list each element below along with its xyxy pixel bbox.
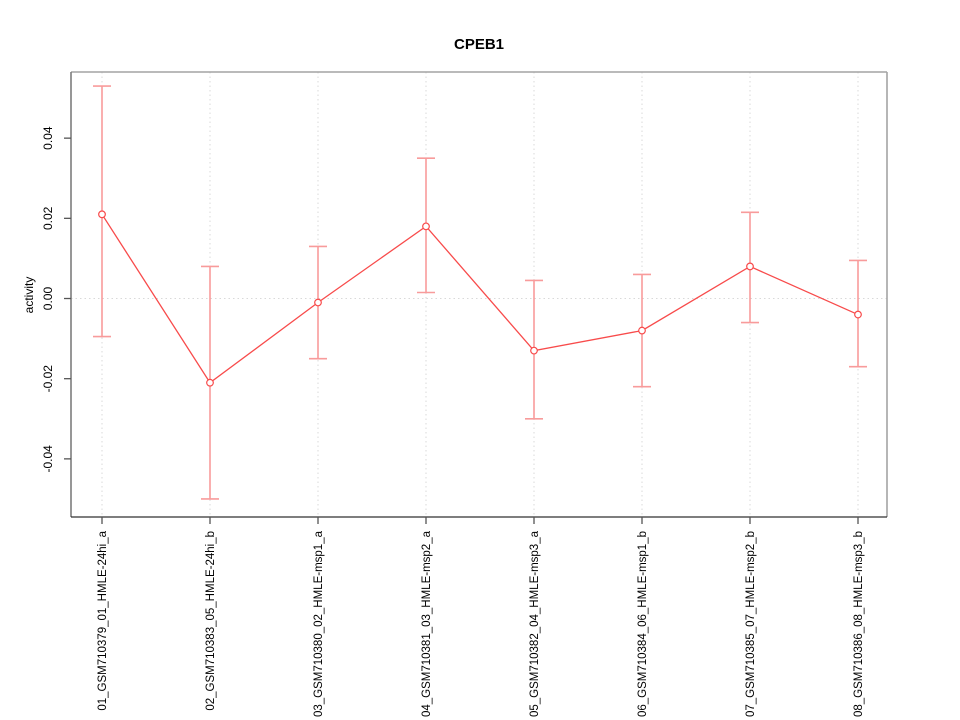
data-point-marker bbox=[638, 326, 646, 335]
y-axis-label: activity bbox=[22, 276, 36, 314]
x-category-label: 03_GSM710380_02_HMLE-msp1_a bbox=[313, 530, 325, 717]
x-category-label: 02_GSM710383_05_HMLE-24hi_b bbox=[205, 531, 217, 711]
y-tick-label: -0.02 bbox=[41, 365, 55, 393]
data-point-marker bbox=[422, 222, 430, 231]
data-point-marker bbox=[746, 262, 754, 271]
data-point-marker bbox=[854, 310, 862, 319]
data-point-marker bbox=[206, 378, 214, 387]
y-tick-label: 0.00 bbox=[41, 287, 55, 311]
y-tick-label: 0.02 bbox=[41, 206, 55, 230]
x-category-label: 05_GSM710382_04_HMLE-msp3_a bbox=[529, 530, 541, 717]
y-tick-label: 0.04 bbox=[41, 126, 55, 150]
y-tick-label: -0.04 bbox=[41, 445, 55, 473]
x-category-label: 01_GSM710379_01_HMLE-24hi_a bbox=[97, 530, 109, 710]
data-point-marker bbox=[98, 210, 106, 219]
series-line bbox=[101, 213, 859, 384]
chart-title: CPEB1 bbox=[453, 36, 505, 53]
x-category-label: 08_GSM710386_08_HMLE-msp3_b bbox=[853, 531, 865, 717]
data-point-marker bbox=[314, 298, 322, 307]
x-category-label: 07_GSM710385_07_HMLE-msp2_b bbox=[745, 531, 757, 717]
x-category-label: 06_GSM710384_06_HMLE-msp1_b bbox=[637, 531, 649, 717]
data-point-marker bbox=[530, 346, 538, 355]
x-category-label: 04_GSM710381_03_HMLE-msp2_a bbox=[421, 530, 433, 717]
